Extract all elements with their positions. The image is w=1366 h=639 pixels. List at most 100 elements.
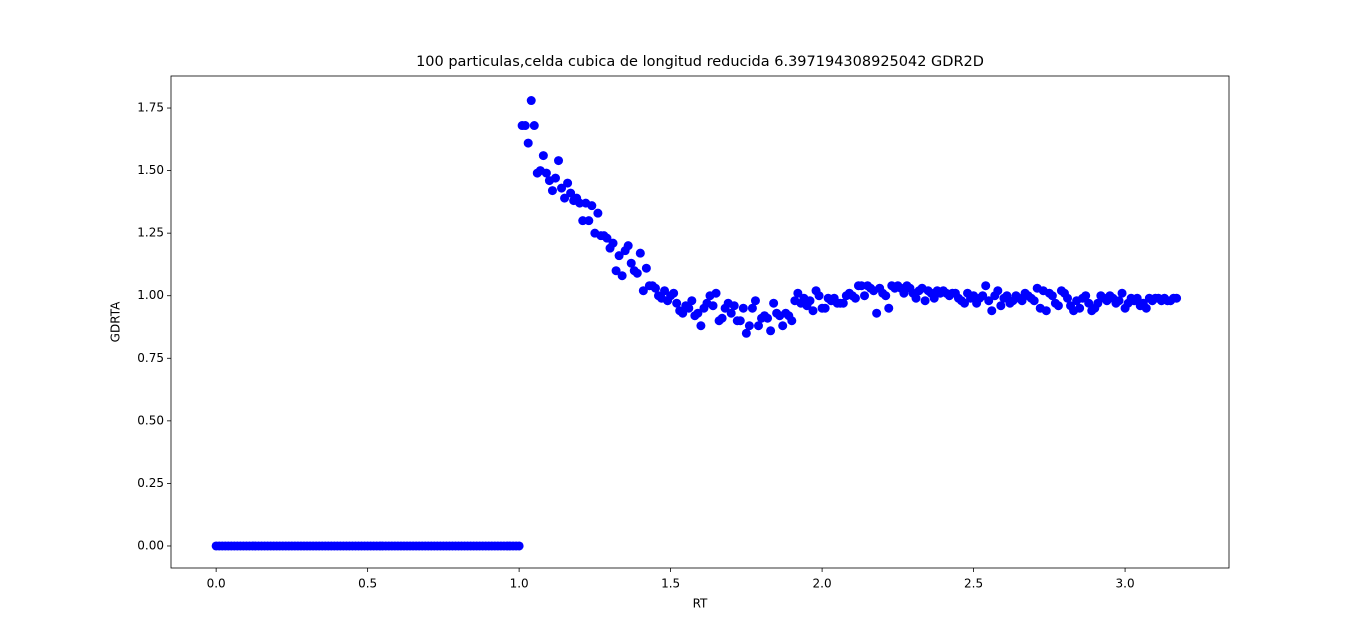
y-tick-label: 0.00 [137,538,164,552]
point [672,298,682,308]
point [805,296,815,306]
point [617,271,627,281]
point [1047,291,1057,301]
y-tick-label: 0.75 [137,351,164,365]
point [547,186,557,196]
point [1132,293,1142,303]
point [708,301,718,311]
point [650,283,660,293]
point [557,183,567,193]
point [735,316,745,326]
point [960,298,969,308]
point [920,296,930,306]
point [787,316,797,326]
point [660,286,670,296]
point [738,303,748,313]
point [993,286,1003,296]
point [538,151,548,161]
point [793,288,803,298]
point [1117,288,1127,298]
point [641,263,651,273]
point [1172,293,1182,303]
point [1075,303,1085,313]
point [566,188,576,198]
y-tick-label: 0.50 [137,413,164,427]
point [550,173,560,183]
x-tick-label: 3.0 [1116,577,1135,591]
chart-title: 100 particulas,celda cubica de longitud … [416,54,984,70]
point [560,193,570,203]
point [1041,306,1051,316]
point [850,293,860,303]
point [747,303,757,313]
point [766,326,776,336]
point [711,288,721,298]
y-tick-label: 1.50 [137,163,164,177]
point [602,233,612,243]
point [626,258,636,268]
point [669,288,679,298]
point [1063,293,1073,303]
point [554,156,564,166]
point [717,313,727,323]
point [741,328,751,338]
x-tick-label: 0.5 [358,577,377,591]
point [996,301,1006,311]
point [541,168,551,178]
x-tick-label: 2.5 [964,577,983,591]
x-tick-label: 0.0 [207,577,226,591]
point [978,291,988,301]
point [884,303,894,313]
point [778,321,788,331]
point [614,251,624,261]
point [1093,298,1103,308]
point [1002,291,1012,301]
point [744,321,754,331]
point [1141,303,1151,313]
y-tick-label: 1.75 [137,101,164,115]
point [529,121,539,131]
point [1114,296,1124,306]
point [911,293,921,303]
y-axis-label: GDRTA [109,301,123,342]
point [638,286,648,296]
point [1081,291,1091,301]
point [587,201,597,211]
point [1053,301,1063,311]
point [514,541,524,551]
point [872,308,882,318]
point [814,291,824,301]
point [750,296,760,306]
point [769,298,779,308]
point [1029,296,1039,306]
point [929,293,939,303]
point [687,296,697,306]
point [729,301,739,311]
point [860,291,870,301]
point [623,241,633,251]
point [1084,298,1094,308]
y-tick-label: 1.25 [137,226,164,240]
y-tick-label: 1.00 [137,288,164,302]
point [635,248,645,258]
point [563,178,573,188]
y-tick-label: 0.25 [137,476,164,490]
point [523,138,533,148]
point [820,303,830,313]
point [684,303,694,313]
x-axis-label: RT [693,597,708,611]
point [696,321,706,331]
point [611,266,621,276]
point [881,291,891,301]
point [899,288,909,298]
point [632,268,642,278]
point [678,308,688,318]
point [584,216,594,226]
point [981,281,991,291]
x-tick-label: 1.5 [661,577,680,591]
point [726,308,736,318]
plot-frame [170,75,1230,569]
point [987,306,997,316]
